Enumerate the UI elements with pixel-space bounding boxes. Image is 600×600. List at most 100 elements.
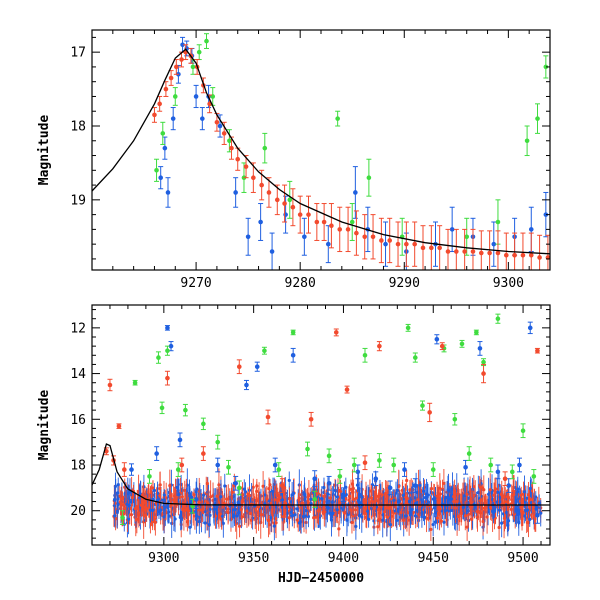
dense-band-point	[525, 496, 529, 500]
dense-band-point	[512, 512, 517, 516]
dense-band-point	[177, 492, 181, 497]
bottom-axis-ticks: 9300 9350 9400 9450 9500 12 14 16 18 20	[70, 305, 550, 566]
dense-band-point	[181, 508, 185, 512]
data-point	[337, 474, 343, 479]
series-red	[103, 328, 540, 493]
dense-band-point	[357, 486, 361, 491]
top-y-axis-label: Magnitude	[37, 115, 52, 186]
dense-band-point	[166, 503, 170, 507]
dense-band-point	[336, 489, 340, 493]
data-point	[326, 453, 332, 459]
dense-band-point	[497, 525, 501, 530]
data-point	[527, 325, 533, 331]
dense-band-point	[153, 520, 157, 524]
dense-band-point	[383, 510, 387, 514]
data-point	[262, 145, 268, 151]
bottom-y-tick-label: 18	[70, 459, 86, 474]
dense-band-point	[528, 486, 532, 491]
top-y-tick-label: 18	[70, 120, 86, 135]
dense-band-point	[448, 497, 452, 501]
dense-band-point	[433, 520, 437, 524]
dense-band-point	[475, 515, 480, 519]
data-point	[245, 234, 251, 240]
dense-band-point	[442, 520, 446, 524]
dense-band-point	[442, 481, 446, 486]
dense-band-point	[339, 506, 343, 510]
data-point	[531, 474, 537, 479]
top-y-tick-label: 17	[70, 46, 86, 61]
dense-band-point	[127, 490, 131, 495]
dense-band-point	[423, 496, 427, 500]
data-point	[329, 223, 334, 228]
dense-band-point	[512, 489, 516, 494]
data-point	[215, 462, 221, 468]
dense-band-point	[401, 493, 405, 497]
data-point	[354, 230, 359, 236]
dense-band-point	[465, 492, 469, 496]
dense-band-point	[230, 490, 234, 494]
dense-band-point	[528, 517, 532, 521]
data-point	[383, 241, 388, 247]
data-point	[517, 462, 522, 468]
dense-band-point	[287, 478, 291, 483]
dense-band-point	[372, 506, 377, 511]
data-point	[116, 423, 122, 429]
data-point	[434, 336, 440, 342]
data-point	[437, 245, 442, 251]
dense-band-point	[342, 511, 346, 515]
data-point	[201, 421, 206, 427]
dense-band-point	[418, 483, 422, 487]
data-point	[183, 407, 188, 413]
data-point	[129, 467, 134, 472]
dense-band-point	[261, 484, 265, 488]
data-point	[132, 380, 138, 386]
data-point	[345, 227, 351, 232]
data-point	[226, 464, 231, 470]
dense-band-point	[203, 521, 207, 525]
dense-band-point	[495, 490, 500, 494]
dense-band-point	[217, 483, 221, 487]
data-point	[204, 38, 209, 44]
dense-band-point	[113, 514, 117, 518]
dense-band-point	[417, 498, 421, 502]
dense-band-point	[365, 509, 370, 513]
dense-band-point	[280, 498, 285, 502]
dense-band-point	[405, 497, 409, 501]
dense-band-point	[334, 489, 338, 493]
data-point	[528, 252, 534, 258]
data-point	[355, 469, 361, 475]
data-point	[503, 252, 509, 258]
dense-band-point	[218, 512, 222, 516]
data-point	[217, 123, 223, 129]
data-point	[477, 346, 483, 351]
dense-band-point	[301, 515, 306, 519]
data-point	[154, 168, 159, 173]
dense-band-point	[326, 492, 330, 496]
dense-band-point	[116, 491, 120, 495]
data-point	[520, 428, 526, 434]
bottom-y-tick-label: 16	[70, 413, 86, 428]
dense-band-point	[483, 506, 487, 510]
data-point	[229, 145, 234, 151]
series-green	[120, 313, 537, 525]
dense-band-point	[333, 483, 337, 487]
data-point	[269, 249, 275, 254]
data-point	[107, 382, 113, 388]
dense-band-point	[199, 508, 203, 512]
bottom-data-layer	[92, 313, 550, 542]
data-point	[276, 467, 282, 472]
dense-band-point	[394, 511, 398, 516]
data-point	[325, 241, 331, 247]
data-point	[452, 416, 458, 422]
dense-band-point	[479, 498, 483, 502]
dense-band-point	[347, 494, 352, 498]
data-point	[165, 348, 170, 354]
data-point	[420, 403, 425, 408]
dense-band-point	[466, 512, 470, 516]
dense-band-point	[272, 524, 276, 528]
dense-band-point	[220, 514, 224, 518]
dense-band-point	[247, 493, 252, 498]
dense-band-point	[162, 493, 166, 497]
dense-band-point	[274, 521, 278, 525]
data-point	[287, 197, 293, 203]
